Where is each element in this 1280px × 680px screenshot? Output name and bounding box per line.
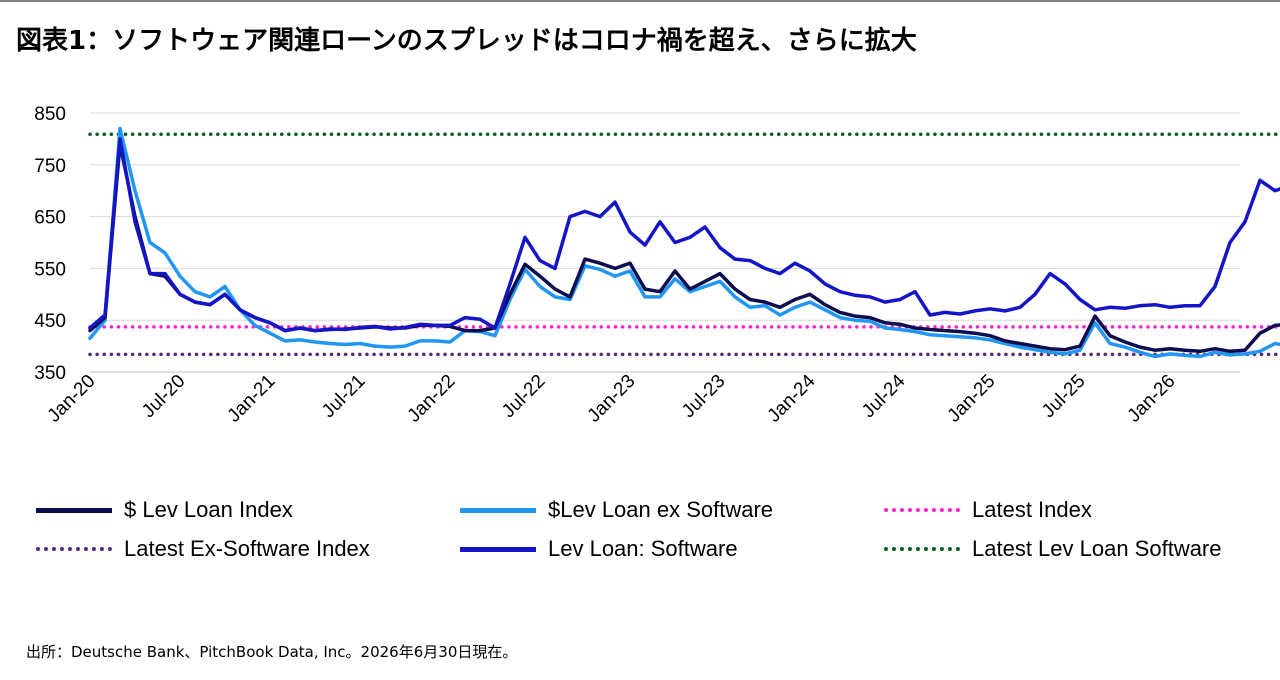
legend-item: $Lev Loan ex Software [460, 492, 773, 528]
legend-label: $Lev Loan ex Software [548, 497, 774, 522]
y-tick-label: 550 [34, 259, 66, 280]
source-note: 出所：Deutsche Bank、PitchBook Data, Inc。202… [26, 643, 518, 661]
y-tick-label: 850 [34, 104, 66, 125]
legend-label: Latest Lev Loan Software [972, 536, 1222, 561]
x-tick-label: Jan-21 [224, 371, 280, 427]
legend-swatch [460, 546, 536, 552]
legend-swatch [884, 547, 960, 551]
x-tick-label: Jan-26 [1124, 371, 1180, 427]
legend-swatch [36, 507, 112, 513]
legend-item: Lev Loan: Software [460, 531, 738, 567]
x-tick-label: Jul-24 [858, 370, 910, 422]
legend-label: Latest Ex-Software Index [124, 536, 370, 561]
series-line-4 [88, 137, 1280, 333]
legend: $ Lev Loan Index $Lev Loan ex Software Lat… [36, 492, 1276, 576]
legend-swatch [460, 507, 536, 513]
series-line-1 [88, 126, 1280, 359]
y-tick-label: 750 [34, 156, 66, 177]
legend-item: Latest Lev Loan Software [884, 531, 1222, 567]
x-tick-label: Jan-23 [584, 371, 640, 427]
y-tick-label: 650 [34, 208, 66, 229]
y-tick-label: 350 [34, 363, 66, 384]
legend-label: $ Lev Loan Index [124, 497, 293, 522]
legend-label: Lev Loan: Software [548, 536, 738, 561]
top-rule [0, 0, 1280, 2]
x-tick-label: Jul-22 [498, 371, 549, 422]
legend-item: Latest Ex-Software Index [36, 531, 370, 567]
y-axis-ticks: 350 450 550 650 750 850 [34, 104, 66, 384]
legend-item: Latest Index [884, 492, 1092, 528]
series-group [88, 126, 1280, 359]
legend-item: $ Lev Loan Index [36, 492, 293, 528]
y-tick-label: 450 [34, 311, 66, 332]
legend-swatch [36, 547, 112, 551]
x-tick-label: Jul-20 [138, 371, 189, 422]
chart-title: 図表1：ソフトウェア関連ローンのスプレッドはコロナ禍を超え、さらに拡大 [16, 26, 917, 56]
x-tick-label: Jan-25 [944, 371, 1000, 427]
legend-swatch [884, 508, 960, 512]
x-tick-label: Jan-22 [404, 371, 460, 427]
x-tick-label: Jan-24 [764, 370, 820, 426]
gridlines [90, 112, 1240, 373]
x-tick-label: Jul-25 [1038, 371, 1089, 422]
x-tick-label: Jul-21 [318, 371, 369, 422]
legend-label: Latest Index [972, 497, 1092, 522]
x-axis-ticks: Jan-20 Jul-20 Jan-21 Jul-21 Jan-22 Jul-22 Jan-… [44, 370, 1180, 426]
x-tick-label: Jul-23 [678, 371, 729, 422]
